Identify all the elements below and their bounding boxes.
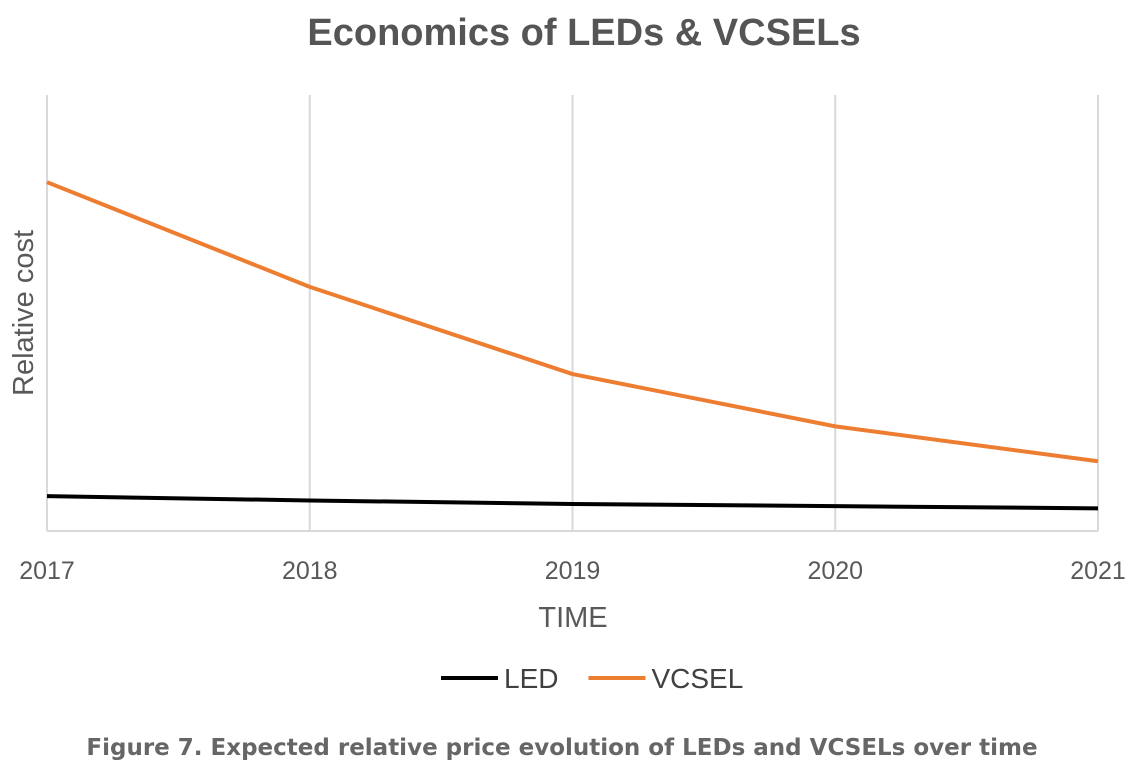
x-axis-title: TIME: [538, 602, 607, 634]
x-tick-label-2019: 2019: [545, 557, 601, 585]
x-tick-label-2017: 2017: [19, 557, 75, 585]
series-lines: [46, 180, 1099, 511]
series-line-led: [46, 494, 1099, 511]
x-tick-label-2018: 2018: [282, 557, 338, 585]
gridlines: [46, 95, 1099, 531]
legend: LED VCSEL: [441, 663, 743, 694]
series-line-vcsel: [46, 180, 1099, 464]
legend-label-vcsel: VCSEL: [651, 663, 743, 694]
figure-caption: Figure 7. Expected relative price evolut…: [86, 735, 1038, 761]
chart-title: Economics of LEDs & VCSELs: [307, 12, 861, 54]
legend-label-led: LED: [504, 663, 558, 694]
line-chart: 2017 2018 2019 2020 2021 Relative cost TIME …: [8, 95, 1126, 694]
x-tick-label-2020: 2020: [807, 557, 863, 585]
y-axis-title: Relative cost: [8, 230, 40, 396]
x-tick-label-2021: 2021: [1070, 557, 1126, 585]
x-tick-labels: 2017 2018 2019 2020 2021: [19, 557, 1126, 585]
